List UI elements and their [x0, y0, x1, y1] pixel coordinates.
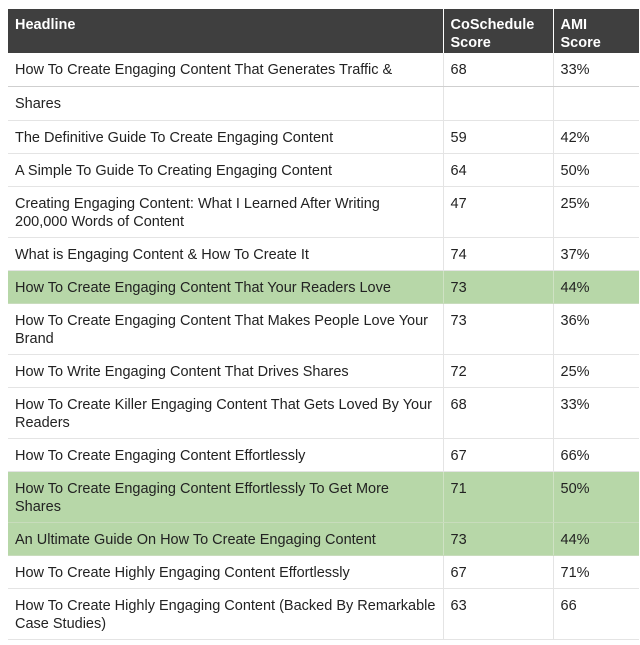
- header-coschedule-score: CoSchedule Score: [442, 9, 553, 53]
- coschedule-score-cell: [442, 86, 553, 121]
- table-row-highlighted: How To Create Engaging Content Effortles…: [8, 471, 639, 523]
- ami-score-cell: 37%: [552, 237, 639, 271]
- table-row-highlighted: An Ultimate Guide On How To Create Engag…: [8, 522, 639, 556]
- coschedule-score-cell: 64: [442, 153, 553, 187]
- header-headline: Headline: [8, 9, 443, 53]
- headline-cell: How To Create Killer Engaging Content Th…: [8, 387, 443, 439]
- headline-cell: How To Write Engaging Content That Drive…: [8, 354, 443, 388]
- ami-score-cell: 36%: [552, 303, 639, 355]
- ami-score-cell: 33%: [552, 53, 639, 87]
- headline-cell: How To Create Engaging Content That Your…: [8, 270, 443, 304]
- headline-cell: Creating Engaging Content: What I Learne…: [8, 186, 443, 238]
- coschedule-score-cell: 67: [442, 555, 553, 589]
- table-row-highlighted: How To Create Engaging Content That Your…: [8, 270, 639, 304]
- table-row: Creating Engaging Content: What I Learne…: [8, 186, 639, 238]
- ami-score-cell: 44%: [552, 522, 639, 556]
- headline-cell: How To Create Engaging Content That Make…: [8, 303, 443, 355]
- coschedule-score-cell: 72: [442, 354, 553, 388]
- coschedule-score-cell: 71: [442, 471, 553, 523]
- ami-score-cell: 66: [552, 588, 639, 640]
- table-row: How To Create Engaging Content That Gene…: [8, 53, 639, 87]
- table-row: The Definitive Guide To Create Engaging …: [8, 120, 639, 154]
- ami-score-cell: 33%: [552, 387, 639, 439]
- headline-score-table: Headline CoSchedule Score AMI Score How To…: [8, 9, 639, 640]
- coschedule-score-cell: 63: [442, 588, 553, 640]
- headline-cell: A Simple To Guide To Creating Engaging C…: [8, 153, 443, 187]
- table-row: How To Create Engaging Content That Make…: [8, 303, 639, 355]
- coschedule-score-cell: 73: [442, 303, 553, 355]
- headline-cell: How To Create Engaging Content Effortles…: [8, 438, 443, 472]
- coschedule-score-cell: 74: [442, 237, 553, 271]
- ami-score-cell: 66%: [552, 438, 639, 472]
- table-row: What is Engaging Content & How To Create…: [8, 237, 639, 271]
- coschedule-score-cell: 73: [442, 270, 553, 304]
- ami-score-cell: 25%: [552, 186, 639, 238]
- ami-score-cell: 25%: [552, 354, 639, 388]
- headline-cell: What is Engaging Content & How To Create…: [8, 237, 443, 271]
- headline-cell: Shares: [8, 86, 443, 121]
- ami-score-cell: 50%: [552, 471, 639, 523]
- ami-score-cell: 50%: [552, 153, 639, 187]
- coschedule-score-cell: 68: [442, 53, 553, 87]
- headline-cell: An Ultimate Guide On How To Create Engag…: [8, 522, 443, 556]
- headline-cell: The Definitive Guide To Create Engaging …: [8, 120, 443, 154]
- coschedule-score-cell: 59: [442, 120, 553, 154]
- table-row: How To Create Killer Engaging Content Th…: [8, 387, 639, 439]
- table-row-continuation: Shares: [8, 86, 639, 121]
- headline-cell: How To Create Engaging Content Effortles…: [8, 471, 443, 523]
- table-row: How To Create Highly Engaging Content Ef…: [8, 555, 639, 589]
- coschedule-score-cell: 67: [442, 438, 553, 472]
- headline-cell: How To Create Highly Engaging Content Ef…: [8, 555, 443, 589]
- table-row: A Simple To Guide To Creating Engaging C…: [8, 153, 639, 187]
- coschedule-score-cell: 68: [442, 387, 553, 439]
- headline-cell: How To Create Highly Engaging Content (B…: [8, 588, 443, 640]
- table-row: How To Write Engaging Content That Drive…: [8, 354, 639, 388]
- ami-score-cell: 44%: [552, 270, 639, 304]
- table-header-row: Headline CoSchedule Score AMI Score: [8, 9, 639, 53]
- coschedule-score-cell: 47: [442, 186, 553, 238]
- headline-cell: How To Create Engaging Content That Gene…: [8, 53, 443, 87]
- header-ami-score: AMI Score: [552, 9, 639, 53]
- ami-score-cell: [552, 86, 639, 121]
- table-row: How To Create Highly Engaging Content (B…: [8, 588, 639, 640]
- coschedule-score-cell: 73: [442, 522, 553, 556]
- table-row: How To Create Engaging Content Effortles…: [8, 438, 639, 472]
- ami-score-cell: 42%: [552, 120, 639, 154]
- ami-score-cell: 71%: [552, 555, 639, 589]
